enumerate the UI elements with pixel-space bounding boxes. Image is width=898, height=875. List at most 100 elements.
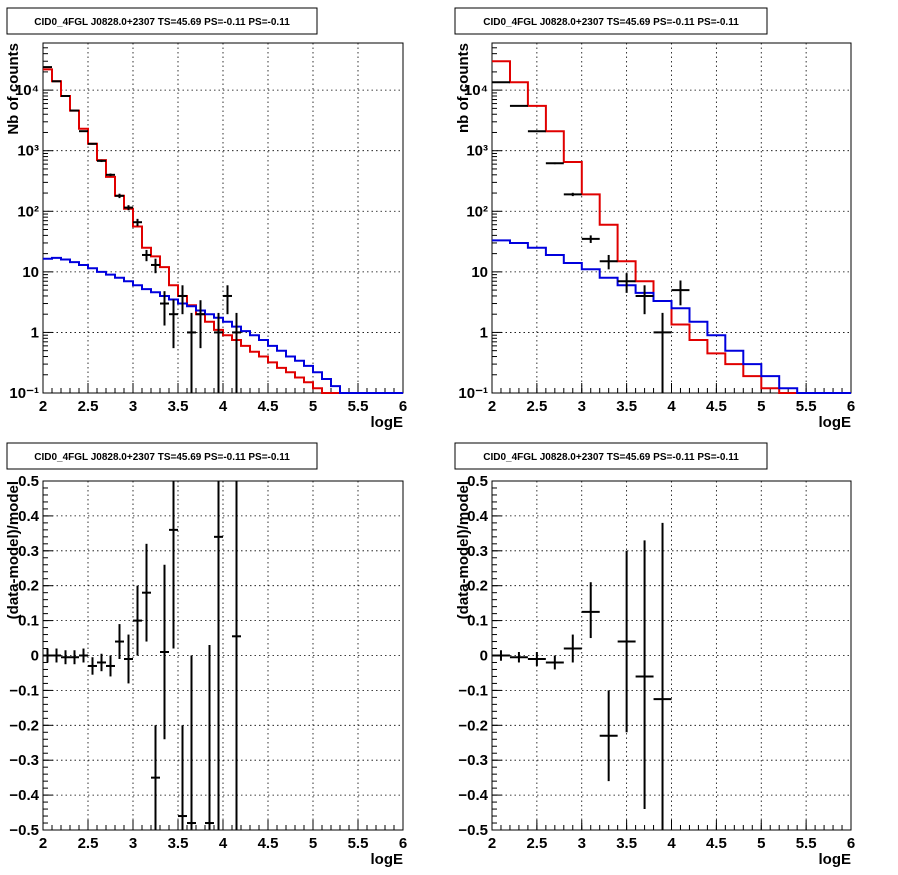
- y-tick-label: 0.2: [467, 578, 488, 595]
- y-tick-label: 10³: [466, 143, 488, 160]
- data-point: [563, 192, 582, 197]
- title-box: [454, 442, 768, 470]
- x-tick-label: 6: [399, 835, 407, 852]
- x-tick-label: 2.5: [526, 398, 547, 415]
- x-tick-label: 3.5: [168, 835, 189, 852]
- y-tick-label: −0.1: [9, 682, 39, 699]
- x-tick-label: 3: [129, 835, 137, 852]
- data-point: [142, 543, 151, 642]
- data-point: [187, 655, 196, 830]
- y-tick-label: 1: [480, 324, 488, 341]
- y-tick-label: −0.3: [458, 752, 488, 769]
- series-step-2: [43, 256, 403, 394]
- chart-title: CID0_4FGL J0828.0+2307 TS=45.69 PS=-0.11…: [34, 17, 290, 28]
- x-tick-label: 5.5: [348, 398, 369, 415]
- chart-title: CID0_4FGL J0828.0+2307 TS=45.69 PS=-0.11…: [483, 452, 739, 463]
- x-axis-label: logE: [371, 851, 404, 868]
- x-tick-label: 2: [488, 835, 496, 852]
- y-tick-label: 0.5: [18, 473, 39, 490]
- x-tick-label: 2: [39, 398, 47, 415]
- data-point: [214, 312, 223, 393]
- y-tick-label: 10⁻¹: [458, 385, 488, 402]
- data-point: [223, 285, 232, 315]
- x-tick-label: 5: [757, 398, 765, 415]
- y-tick-label: 0: [31, 648, 39, 665]
- y-tick-label: 0.2: [18, 578, 39, 595]
- y-tick-label: 10²: [466, 203, 488, 220]
- data-point: [160, 291, 169, 326]
- y-tick-label: −0.5: [9, 822, 39, 839]
- data-point: [43, 66, 52, 69]
- y-tick-label: 0: [480, 648, 488, 665]
- data-point: [97, 159, 106, 163]
- title-box: [6, 7, 318, 35]
- data-point: [527, 130, 546, 133]
- data-point: [617, 273, 636, 293]
- data-point: [43, 648, 52, 663]
- y-tick-label: 10³: [17, 143, 39, 160]
- data-point: [115, 193, 124, 199]
- data-point: [115, 624, 124, 659]
- x-tick-label: 4: [219, 835, 228, 852]
- chart-panel-3: 2 2.5 3 3.5 4 4.5 5 5.5 6 −0.5 −0.4 −0.3 −0.2 −0.1 0 0.…: [5, 442, 407, 868]
- data-point: [124, 634, 133, 684]
- data-point: [527, 652, 546, 666]
- x-tick-label: 2.5: [78, 398, 99, 415]
- x-axis-label: logE: [819, 414, 852, 431]
- x-tick-label: 5: [309, 398, 317, 415]
- y-tick-label: 10⁴: [464, 82, 488, 99]
- y-tick-label: −0.1: [458, 682, 488, 699]
- x-tick-label: 2: [39, 835, 47, 852]
- data-point: [142, 249, 151, 262]
- data-point: [70, 109, 79, 112]
- plot-frame: [491, 42, 852, 394]
- x-tick-label: 4.5: [706, 835, 727, 852]
- data-point: [52, 648, 61, 663]
- chart-title: CID0_4FGL J0828.0+2307 TS=45.69 PS=-0.11…: [483, 17, 739, 28]
- data-point: [187, 312, 196, 393]
- x-tick-label: 4.5: [706, 398, 727, 415]
- y-tick-label: 10: [471, 264, 488, 281]
- data-point: [509, 652, 528, 663]
- data-point: [61, 95, 70, 98]
- y-tick-label: −0.4: [9, 787, 39, 804]
- y-tick-label: 0.4: [18, 508, 40, 525]
- y-tick-label: 10²: [17, 203, 39, 220]
- x-tick-label: 5.5: [796, 835, 817, 852]
- data-point: [581, 582, 600, 639]
- data-point: [52, 80, 61, 83]
- data-point: [232, 312, 241, 393]
- x-tick-label: 4.5: [258, 835, 279, 852]
- y-tick-label: 0.4: [467, 508, 489, 525]
- data-point: [205, 645, 214, 830]
- x-tick-label: 3: [578, 835, 586, 852]
- data-point: [196, 300, 205, 349]
- y-tick-label: −0.3: [9, 752, 39, 769]
- chart-title: CID0_4FGL J0828.0+2307 TS=45.69 PS=-0.11…: [34, 452, 290, 463]
- data-point: [88, 657, 97, 675]
- x-tick-label: 6: [399, 398, 407, 415]
- data-point: [653, 312, 672, 393]
- x-tick-label: 3.5: [616, 398, 637, 415]
- y-axis-label: (data-model)/model: [455, 481, 472, 619]
- data-point: [545, 655, 564, 670]
- data-point: [581, 235, 600, 243]
- data-point: [124, 205, 133, 211]
- x-tick-label: 4.5: [258, 398, 279, 415]
- y-tick-label: −0.4: [458, 787, 488, 804]
- data-point: [70, 650, 79, 665]
- x-tick-label: 5.5: [796, 398, 817, 415]
- data-point: [97, 653, 106, 672]
- chart-panel-2: 2 2.5 3 3.5 4 4.5 5 5.5 6 10⁻¹ 1 10 10² 10³ 10⁴ CID0_4F…: [454, 7, 855, 431]
- title-box: [454, 7, 768, 35]
- y-tick-label: 10⁴: [15, 82, 39, 99]
- x-tick-label: 2.5: [78, 835, 99, 852]
- data-point: [133, 218, 142, 227]
- data-point: [599, 690, 618, 782]
- x-tick-label: 3.5: [168, 398, 189, 415]
- x-tick-label: 5: [757, 835, 765, 852]
- x-tick-label: 2: [488, 398, 496, 415]
- x-tick-label: 6: [847, 835, 855, 852]
- y-tick-label: 1: [31, 324, 39, 341]
- x-tick-label: 5: [309, 835, 317, 852]
